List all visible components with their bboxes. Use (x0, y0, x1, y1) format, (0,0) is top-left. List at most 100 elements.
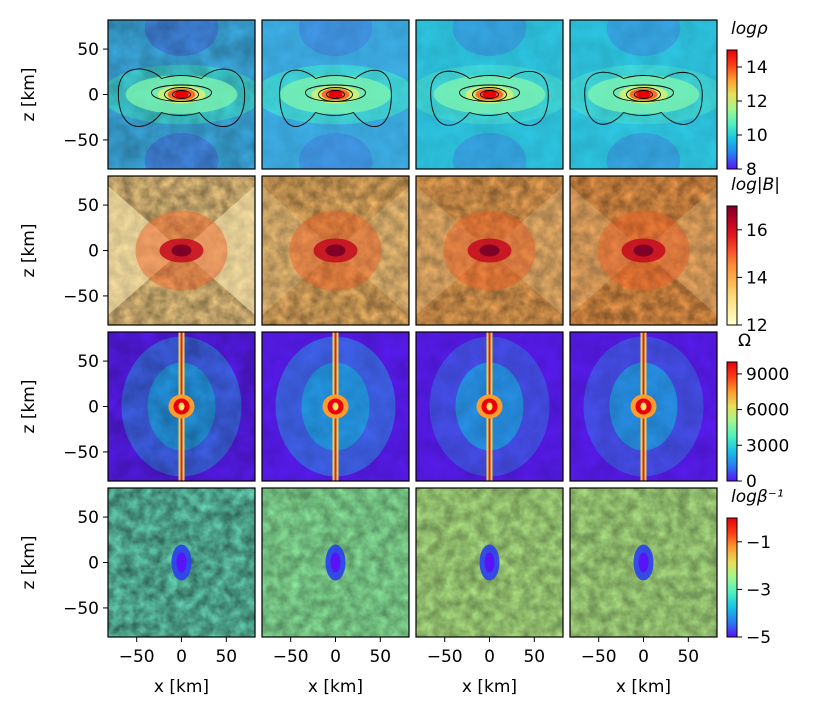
panel-frame (261, 19, 410, 170)
panel-r1-c4 (569, 19, 718, 170)
density-contour (172, 90, 191, 99)
colorbars: 8101214logρ121416log|B|0300060009000Ω−5−… (726, 19, 789, 648)
panel-r3-c2 (261, 331, 410, 482)
density-contour (472, 87, 507, 102)
y-tick-label: −50 (63, 287, 99, 307)
panel-r4-c4 (569, 487, 718, 638)
colorbar-tick-label: 8 (746, 160, 757, 180)
x-tick-label: −50 (119, 647, 155, 667)
y-tick-label: 0 (88, 398, 99, 418)
density-contour (164, 87, 199, 102)
panel-frame (415, 175, 564, 326)
colorbar-row1: 8 10 12 14 logρ (726, 19, 768, 180)
colorbar-tick-label: 14 (746, 58, 768, 78)
colorbar-gradient (726, 205, 738, 326)
colorbar-row4: −5 −3 −1 logβ⁻¹ (726, 487, 784, 648)
colorbar-label: logρ (731, 19, 768, 39)
x-tick-label: −50 (581, 647, 617, 667)
panel-r2-c2 (261, 175, 410, 326)
y-tick-label: 50 (77, 352, 99, 372)
panel-r1-c3 (415, 19, 564, 170)
colorbar-tick-label: −1 (746, 533, 771, 553)
panel-r4-c2 (261, 487, 410, 638)
x-axis-label: x [km] (462, 677, 517, 697)
colorbar-tick-label: 10 (746, 126, 768, 146)
panel-frame (569, 331, 718, 482)
colorbar-tick-label: 12 (746, 316, 768, 336)
density-contour (430, 70, 549, 126)
x-axis-label: x [km] (308, 677, 363, 697)
panel-frame (415, 331, 564, 482)
panel-r2-c1 (107, 175, 256, 326)
colorbar-label: Ω (738, 331, 751, 351)
colorbar-tick-label: 14 (746, 268, 768, 288)
panel-frame (261, 175, 410, 326)
density-contour (151, 84, 212, 102)
density-contour (634, 90, 653, 99)
panel-grid (107, 19, 718, 638)
panel-r4-c3 (415, 487, 564, 638)
density-contour (613, 84, 674, 102)
y-tick-label: −50 (63, 131, 99, 151)
colorbar-tick-label: 6000 (746, 401, 789, 421)
x-tick-label: 50 (677, 647, 699, 667)
density-contour (626, 87, 661, 102)
colorbar-gradient (726, 361, 738, 482)
density-contour (279, 69, 392, 127)
y-tick-label: 50 (77, 40, 99, 60)
y-tick-label: 0 (88, 554, 99, 574)
y-tick-label: −50 (63, 599, 99, 619)
colorbar-tick-label: 3000 (746, 436, 789, 456)
density-contour (480, 90, 499, 99)
panel-r3-c3 (415, 331, 564, 482)
density-contour (459, 84, 520, 102)
x-axis-label: x [km] (154, 677, 209, 697)
x-tick-label: 0 (484, 647, 495, 667)
x-tick-label: 50 (369, 647, 391, 667)
panel-r2-c3 (415, 175, 564, 326)
y-tick-label: 50 (77, 508, 99, 528)
colorbar-tick-label: 9000 (746, 365, 789, 385)
x-tick-label: 50 (523, 647, 545, 667)
axes-labels: −50 0 50 z [km] −50 0 50 z [km] −50 0 50 z [km] −50 0… (19, 40, 699, 697)
x-axis-label: x [km] (616, 677, 671, 697)
colorbar-label: log|B| (731, 175, 780, 195)
y-tick-label: 0 (88, 242, 99, 262)
panel-frame (569, 19, 718, 170)
panel-frame (569, 175, 718, 326)
colorbar-row2: 12 14 16 log|B| (726, 175, 780, 336)
panel-r1-c1 (107, 19, 256, 170)
x-tick-label: 0 (638, 647, 649, 667)
panel-r2-c4 (569, 175, 718, 326)
colorbar-row3: 0 3000 6000 9000 Ω (726, 331, 789, 492)
colorbar-tick-label: 16 (746, 221, 768, 241)
y-axis-label: z [km] (19, 224, 39, 278)
colorbar-gradient (726, 49, 738, 170)
density-contour (305, 84, 366, 102)
colorbar-tick-label: −3 (746, 580, 771, 600)
colorbar-label: logβ⁻¹ (731, 487, 784, 507)
x-tick-label: −50 (273, 647, 309, 667)
y-axis-label: z [km] (19, 380, 39, 434)
panel-r3-c1 (107, 331, 256, 482)
density-contour (584, 71, 703, 125)
y-tick-label: 0 (88, 86, 99, 106)
panel-frame (261, 331, 410, 482)
x-tick-label: −50 (427, 647, 463, 667)
y-tick-label: 50 (77, 196, 99, 216)
panel-frame (415, 19, 564, 170)
colorbar-tick-label: −5 (746, 628, 771, 648)
panel-r1-c2 (261, 19, 410, 170)
x-tick-label: 0 (176, 647, 187, 667)
colorbar-tick-label: 12 (746, 92, 768, 112)
x-tick-label: 0 (330, 647, 341, 667)
y-axis-label: z [km] (19, 536, 39, 590)
panel-r3-c4 (569, 331, 718, 482)
panel-r4-c1 (107, 487, 256, 638)
density-contour (117, 68, 246, 127)
colorbar-gradient (726, 517, 738, 638)
density-contour (318, 87, 353, 102)
colorbar-tick-label: 0 (746, 472, 757, 492)
y-axis-label: z [km] (19, 68, 39, 122)
